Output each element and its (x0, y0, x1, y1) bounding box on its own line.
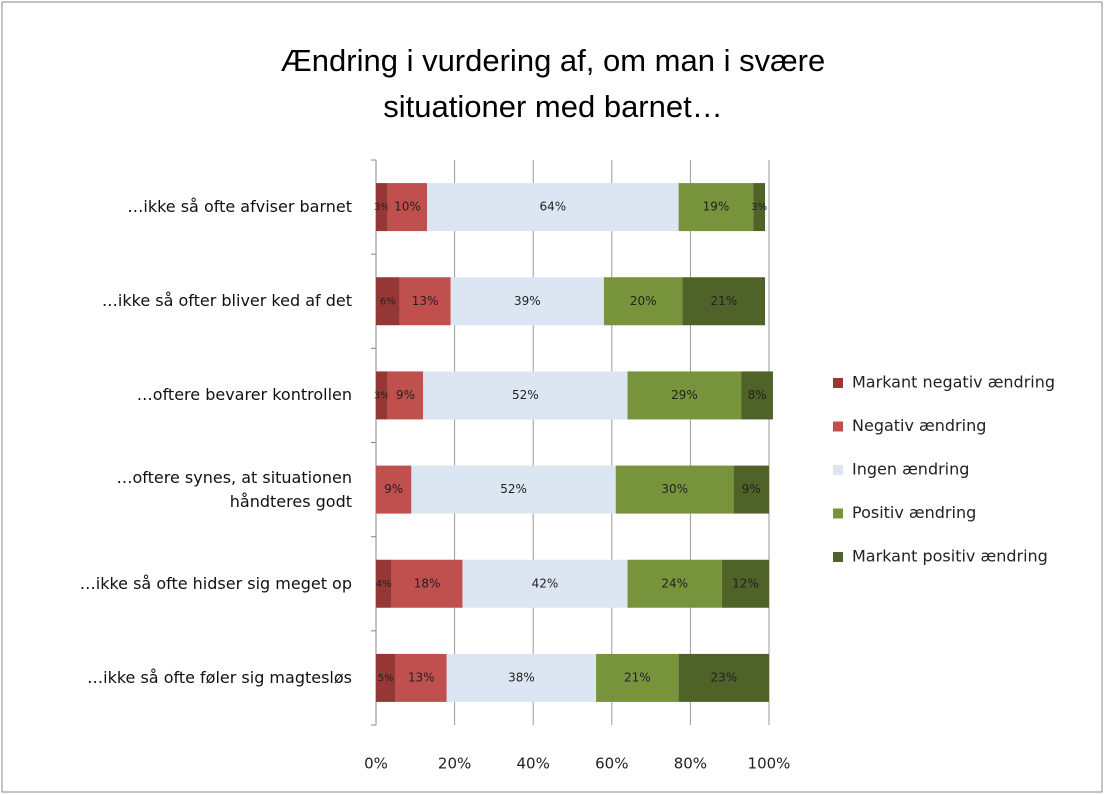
chart-title: Ændring i vurdering af, om man i svære s… (280, 43, 826, 124)
legend-label: Markant positiv ændring (852, 547, 1048, 566)
bar-segment (427, 183, 679, 232)
bar-segment (733, 465, 769, 514)
legend-label: Negativ ændring (852, 416, 986, 435)
bar-segment (450, 277, 604, 326)
data-label: 4% (376, 579, 392, 590)
data-label: 21% (624, 670, 651, 684)
bar-segment (721, 559, 769, 608)
legend-label: Markant negativ ændring (852, 373, 1055, 392)
bar-segment (741, 371, 773, 420)
data-label: 20% (630, 294, 657, 308)
data-label: 23% (710, 670, 737, 684)
data-label: 52% (512, 388, 539, 402)
data-label: 39% (514, 294, 541, 308)
x-tick-label: 40% (517, 755, 550, 773)
y-tick-label: …ikke så ofte føler sig magtesløs (87, 667, 352, 687)
bar-segment (627, 559, 722, 608)
legend-label: Positiv ændring (852, 503, 976, 522)
bar-segment (603, 277, 683, 326)
data-label: 21% (710, 294, 737, 308)
data-label: 42% (532, 576, 559, 590)
data-label: 13% (412, 294, 439, 308)
bar-segment (395, 653, 447, 702)
data-label: 3% (374, 390, 390, 401)
bar-segment (411, 465, 616, 514)
data-label: 12% (732, 576, 759, 590)
data-label: 13% (408, 670, 435, 684)
bar-segment (462, 559, 628, 608)
data-label: 9% (742, 482, 761, 496)
bar-segment (376, 183, 388, 232)
legend-swatch (833, 552, 843, 562)
bar-segment (423, 371, 628, 420)
data-label: 6% (380, 296, 396, 307)
bar-segment (678, 183, 754, 232)
data-label: 9% (396, 388, 415, 402)
data-label: 9% (384, 482, 403, 496)
y-tick-label: …oftere synes, at situationen håndteres … (116, 467, 352, 511)
data-label: 5% (378, 673, 394, 684)
legend-swatch (833, 508, 843, 519)
x-tick-label: 0% (364, 755, 388, 773)
y-tick-label: …ikke så ofte afviser barnet (127, 197, 352, 217)
x-tick-label: 80% (674, 755, 707, 773)
data-label: 3% (374, 202, 390, 213)
legend-swatch (833, 465, 843, 475)
data-label: 29% (671, 388, 698, 402)
bar-segment (376, 559, 392, 608)
bar-segment (627, 371, 742, 420)
data-label: 19% (703, 200, 730, 214)
data-label: 18% (414, 576, 441, 590)
bar-segment (596, 653, 679, 702)
data-label: 10% (394, 200, 421, 214)
bar-segment (387, 371, 424, 420)
data-label: 24% (661, 576, 688, 590)
x-tick-label: 100% (748, 755, 791, 773)
data-label: 3% (751, 202, 767, 213)
legend-swatch (833, 421, 843, 432)
bar-segment (391, 559, 463, 608)
legend-swatch (833, 378, 843, 388)
bar-segment (615, 465, 734, 514)
bar-segment (682, 277, 766, 326)
bar-segment (387, 183, 428, 232)
bar-segment (376, 277, 400, 326)
bar-segment (753, 183, 766, 232)
y-tick-label: …oftere bevarer kontrollen (136, 385, 352, 405)
bar-segment (376, 653, 396, 702)
y-tick-label: …ikke så ofte hidser sig meget op (79, 573, 352, 593)
data-label: 38% (508, 670, 535, 684)
y-tick-label: …ikke så ofter bliver ked af det (101, 291, 352, 311)
legend-label: Ingen ændring (852, 460, 969, 479)
bar-segment (446, 653, 597, 702)
bar-segment (376, 465, 412, 514)
data-label: 8% (748, 388, 767, 402)
bar-segment (376, 371, 388, 420)
x-tick-label: 20% (438, 755, 471, 773)
bar-segment (399, 277, 451, 326)
bar-segment (678, 653, 769, 702)
x-tick-label: 60% (595, 755, 628, 773)
data-label: 30% (661, 482, 688, 496)
data-label: 52% (500, 482, 527, 496)
data-label: 64% (540, 200, 567, 214)
